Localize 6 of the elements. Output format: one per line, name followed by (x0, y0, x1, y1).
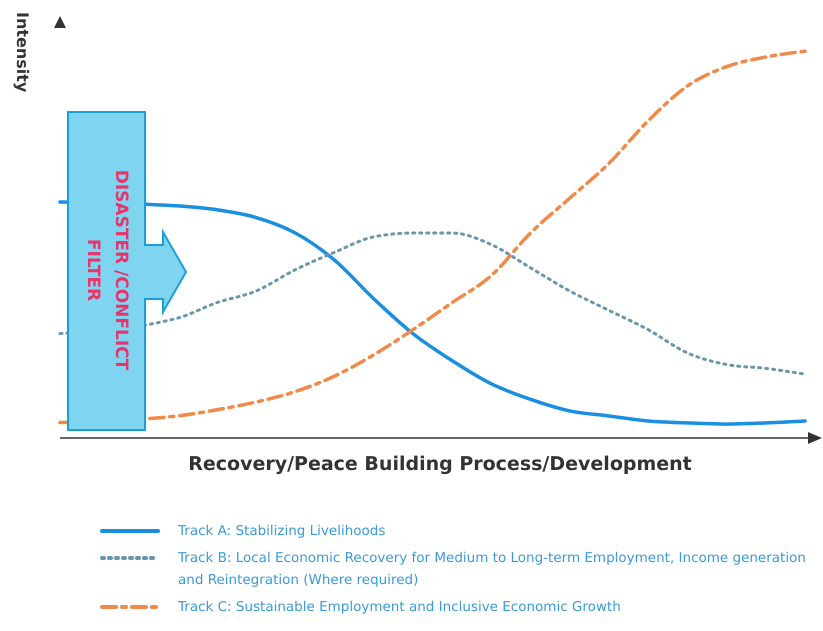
legend-label: Track B: Local Economic Recovery for Medium to Long-term Employment, Income generation and Reintegration (Where required) (178, 549, 807, 590)
legend-label: Track C: Sustainable Employment and Inclusive Economic Growth (178, 598, 621, 617)
annotation: DISASTER /CONFLICT FILTER (83, 170, 131, 371)
y-axis-title: Intensity (13, 12, 32, 93)
legend-label: Track A: Stabilizing Livelihoods (178, 522, 386, 541)
x-axis-title: Recovery/Peace Building Process/Development (188, 453, 692, 475)
